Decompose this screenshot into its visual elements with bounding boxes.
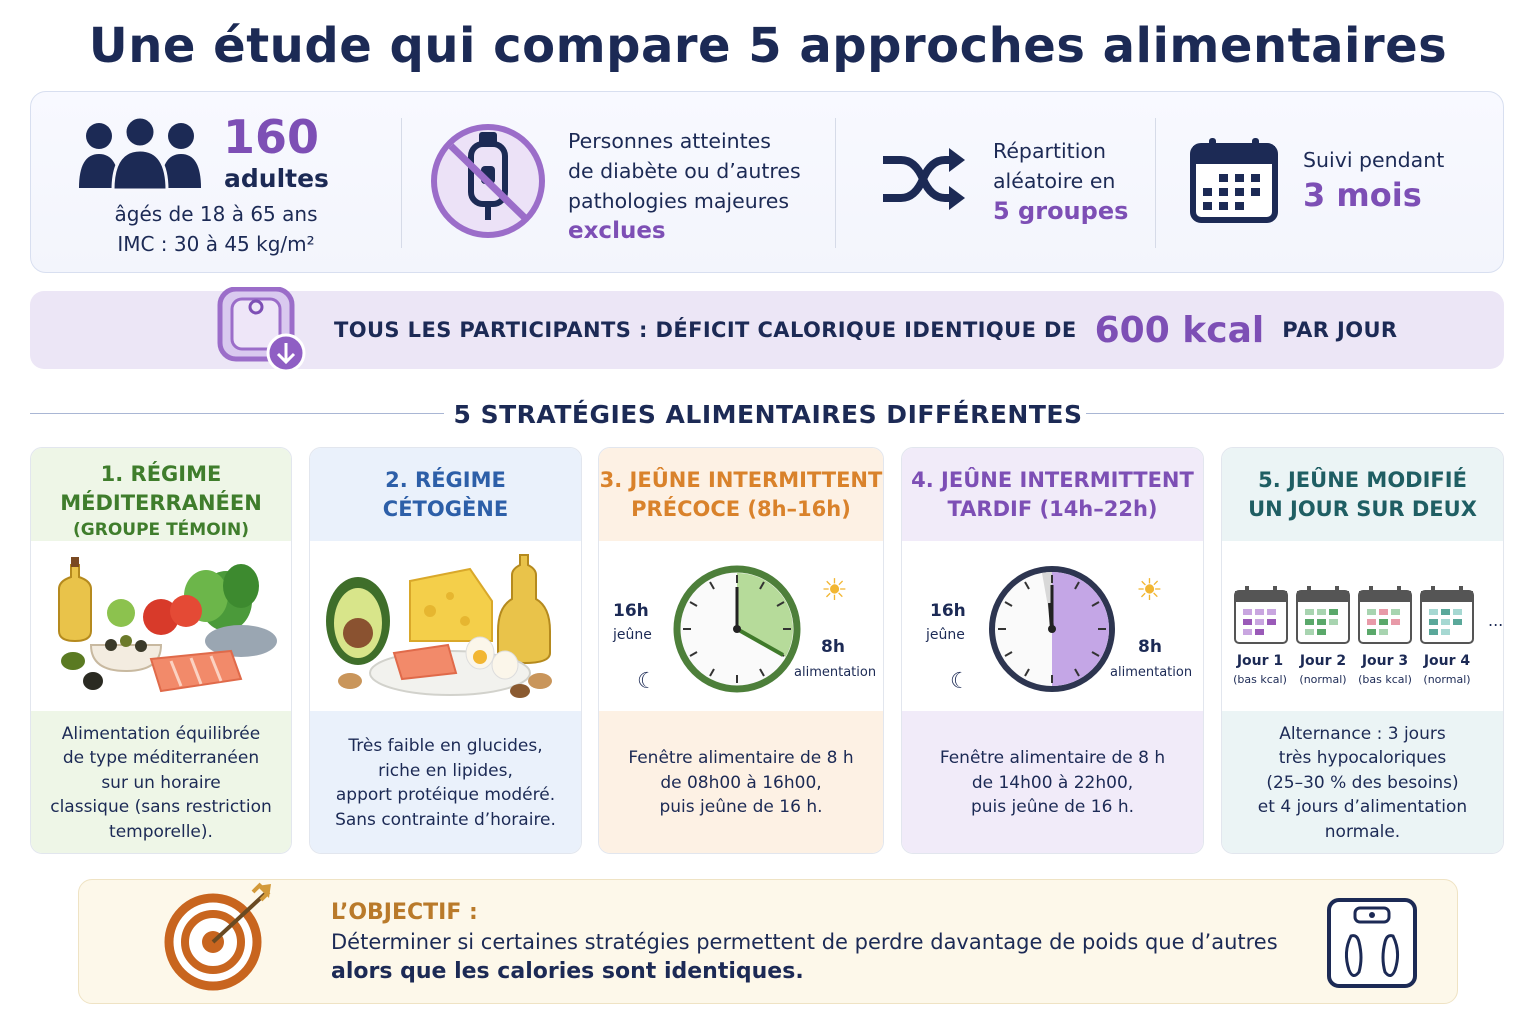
- random-text-1: Répartition: [993, 139, 1106, 163]
- participants-unit: adultes: [224, 164, 329, 193]
- strategy-desc-line: Sans contrainte d’horaire.: [335, 809, 556, 830]
- strategy-title-1: 3. JEÛNE INTERMITTENT: [599, 468, 883, 492]
- clock-early-icon: [673, 565, 801, 693]
- exclusion-highlight: exclues: [568, 218, 666, 244]
- strategy-card-late-fasting: 4. JEÛNE INTERMITTENT TARDIF (14h–22h) 1…: [901, 447, 1204, 854]
- eat-hours-label: 8h: [1138, 637, 1162, 657]
- strategy-desc-line: très hypocaloriques: [1278, 748, 1447, 769]
- strategy-desc-line: riche en lipides,: [378, 760, 513, 781]
- strategy-card-alternate-day: 5. JEÛNE MODIFIÉ UN JOUR SUR DEUX: [1221, 447, 1504, 854]
- deficit-suffix: PAR JOUR: [1282, 318, 1398, 342]
- strategy-card-early-fasting: 3. JEÛNE INTERMITTENT PRÉCOCE (8h–16h) 1…: [598, 447, 884, 854]
- fast-word-label: jeûne: [613, 627, 652, 643]
- ketogenic-food-illustration: [326, 554, 552, 698]
- day-label: Jour 2: [1299, 653, 1347, 669]
- strategy-desc-line: de 14h00 à 22h00,: [971, 772, 1134, 793]
- calorie-deficit-banner: TOUS LES PARTICIPANTS : DÉFICIT CALORIQU…: [30, 287, 1504, 373]
- fast-hours-label: 16h: [930, 601, 966, 621]
- strategy-desc-line: temporelle).: [109, 821, 213, 842]
- section-title: 5 STRATÉGIES ALIMENTAIRES DIFFÉRENTES: [453, 400, 1083, 429]
- no-medication-icon: [431, 124, 545, 238]
- objective-box: L’OBJECTIF : Déterminer si certaines str…: [78, 879, 1458, 1004]
- exclusion-text-2: de diabète ou d’autres: [568, 159, 801, 183]
- day-sublabel: (bas kcal): [1358, 673, 1412, 686]
- strategy-desc-line: puis jeûne de 16 h.: [970, 797, 1134, 818]
- strategy-title-1: 4. JEÛNE INTERMITTENT: [911, 468, 1194, 492]
- day-label: Jour 1: [1236, 653, 1284, 669]
- target-icon: [164, 882, 271, 991]
- strategy-desc-line: Alternance : 3 jours: [1279, 723, 1446, 744]
- deficit-prefix: TOUS LES PARTICIPANTS : DÉFICIT CALORIQU…: [334, 318, 1077, 342]
- calendar-icon: [1190, 138, 1278, 223]
- section-divider-left: [30, 413, 444, 414]
- strategy-title-2: CÉTOGÈNE: [382, 497, 509, 521]
- strategy-title-1: 2. RÉGIME: [385, 468, 506, 492]
- random-highlight: 5 groupes: [993, 197, 1129, 225]
- day-label: Jour 4: [1423, 653, 1471, 669]
- deficit-value: 600 kcal: [1094, 309, 1265, 351]
- strategy-desc-line: de 08h00 à 16h00,: [660, 772, 822, 793]
- strategy-desc-line: Fenêtre alimentaire de 8 h: [939, 748, 1166, 769]
- strategy-desc-line: Alimentation équilibrée: [61, 723, 261, 744]
- strategy-desc-line: Très faible en glucides,: [348, 736, 543, 756]
- sun-icon: ☀: [1136, 573, 1163, 608]
- eat-word-label: alimentation: [794, 665, 877, 680]
- section-divider-right: [1086, 413, 1504, 414]
- scale-down-icon: [217, 287, 306, 373]
- strategy-desc-line: classique (sans restriction: [50, 797, 272, 818]
- calendar-day-low-icon: [1234, 586, 1288, 644]
- study-info-bar: 160 adultes âgés de 18 à 65 ans IMC : 30…: [30, 91, 1504, 273]
- strategy-desc-line: (25–30 % des besoins): [1266, 772, 1459, 793]
- bmi-range: IMC : 30 à 45 kg/m²: [117, 232, 315, 256]
- strategy-desc-line: Fenêtre alimentaire de 8 h: [628, 748, 854, 769]
- bathroom-scale-icon: [1327, 898, 1417, 988]
- day-sublabel: (normal): [1299, 673, 1347, 686]
- exclusion-text-3: pathologies majeures: [568, 189, 790, 213]
- moon-icon: ☾: [637, 669, 657, 694]
- clock-late-icon: [989, 566, 1115, 692]
- fast-word-label: jeûne: [926, 627, 965, 643]
- strategy-desc-line: puis jeûne de 16 h.: [659, 797, 823, 818]
- objective-text: Déterminer si certaines stratégies perme…: [331, 930, 1278, 954]
- random-text-2: aléatoire en: [993, 169, 1116, 193]
- strategy-desc-line: sur un horaire: [101, 772, 221, 793]
- eat-word-label: alimentation: [1110, 665, 1193, 680]
- more-days-ellipsis: ...: [1488, 611, 1504, 630]
- followup-highlight: 3 mois: [1303, 176, 1422, 214]
- calendar-day-normal-icon: [1296, 586, 1350, 644]
- strategy-desc-line: apport protéique modéré.: [335, 785, 556, 805]
- strategy-card-mediterranean: 1. RÉGIME MÉDITERRANÉEN (GROUPE TÉMOIN) …: [30, 447, 292, 854]
- strategy-title-2: PRÉCOCE (8h–16h): [631, 497, 851, 521]
- objective-label: L’OBJECTIF :: [331, 900, 478, 925]
- day-label: Jour 3: [1361, 653, 1409, 669]
- moon-icon: ☾: [950, 669, 970, 694]
- strategy-title-1: 1. RÉGIME: [100, 462, 222, 486]
- age-range: âgés de 18 à 65 ans: [114, 202, 318, 226]
- strategy-desc-line: de type méditerranéen: [62, 748, 260, 769]
- calendar-day-low-icon: [1358, 586, 1412, 644]
- people-icon: [79, 116, 201, 192]
- objective-emphasis: alors que les calories sont identiques.: [331, 959, 804, 984]
- strategy-desc-line: normale.: [1324, 821, 1401, 842]
- participants-count: 160: [223, 110, 320, 164]
- strategy-title-1: 5. JEÛNE MODIFIÉ: [1258, 468, 1467, 492]
- strategy-title-2: UN JOUR SUR DEUX: [1248, 497, 1477, 521]
- strategy-subtitle: (GROUPE TÉMOIN): [73, 520, 249, 540]
- eat-hours-label: 8h: [821, 637, 845, 657]
- shuffle-icon: [883, 148, 965, 210]
- page-title: Une étude qui compare 5 approches alimen…: [88, 18, 1448, 74]
- exclusion-text-1: Personnes atteintes: [568, 129, 771, 153]
- fast-hours-label: 16h: [613, 601, 649, 621]
- day-sublabel: (bas kcal): [1233, 673, 1287, 686]
- mediterranean-food-illustration: [58, 557, 277, 693]
- strategy-title-2: MÉDITERRANÉEN: [60, 491, 262, 515]
- calendar-day-normal-icon: [1420, 586, 1474, 644]
- strategy-desc-line: et 4 jours d’alimentation: [1257, 797, 1468, 818]
- day-sublabel: (normal): [1423, 673, 1471, 686]
- strategy-card-ketogenic: 2. RÉGIME CÉTOGÈNE Très faible en glucid…: [309, 447, 582, 854]
- sun-icon: ☀: [821, 573, 848, 608]
- followup-text: Suivi pendant: [1303, 148, 1445, 172]
- strategy-title-2: TARDIF (14h–22h): [947, 497, 1158, 521]
